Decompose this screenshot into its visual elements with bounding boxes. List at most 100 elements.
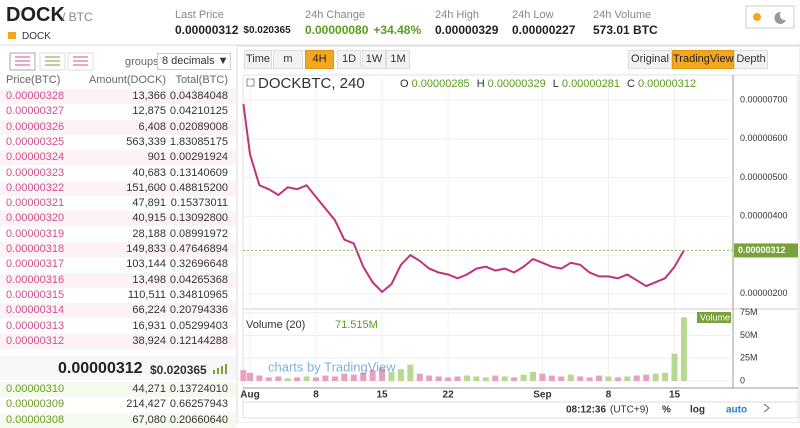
interval-button[interactable]: 4H <box>305 50 334 69</box>
order-price: 0.00000328 <box>6 90 65 102</box>
volume-bar <box>294 377 301 381</box>
order-cell: 44,271 <box>132 383 166 395</box>
volume-bar <box>275 376 282 381</box>
x-tick-label: 8 <box>606 390 612 401</box>
ohlc-value: 0.00000281 <box>562 78 620 90</box>
stat-value: 0.00000227 <box>512 23 576 37</box>
order-cell: 0.13140609 <box>169 166 228 179</box>
order-cell: 0.66257943 <box>169 398 228 411</box>
last-price-box <box>734 243 798 258</box>
price-line <box>242 103 685 294</box>
order-cell: 0.20660640 <box>169 413 228 426</box>
volume-bar <box>539 373 546 381</box>
ask-row[interactable]: 0.00000314 66,224 0.20794336 <box>0 303 236 319</box>
order-cell: 28,188 <box>132 227 166 240</box>
interval-button[interactable]: 1D <box>337 50 361 69</box>
volume-bar <box>350 374 357 381</box>
stat-value: 0.00000312 <box>175 23 239 37</box>
volume-bar <box>445 377 452 381</box>
ask-row[interactable]: 0.00000313 16,931 0.05299403 <box>0 318 236 334</box>
volume-bar <box>624 376 631 381</box>
collapse-icon[interactable] <box>246 78 255 87</box>
interval-button[interactable]: Time <box>244 50 272 69</box>
order-cell: 12,875 <box>132 105 166 118</box>
ask-row[interactable]: 0.00000316 13,498 0.04265368 <box>0 272 236 288</box>
order-cell: 1.83085175 <box>169 135 228 148</box>
ask-row[interactable]: 0.00000318 149,833 0.47646894 <box>0 242 236 257</box>
order-price: 0.00000323 <box>6 166 65 179</box>
decimals-select[interactable]: 8 decimals ▼ <box>157 53 231 70</box>
order-cell: 0.32696648 <box>169 258 228 271</box>
volume-tag-box <box>697 312 731 323</box>
ask-row[interactable]: 0.00000323 40,683 0.13140609 <box>0 165 236 181</box>
symbol: DOCK <box>6 4 65 26</box>
order-cell: 0.48815200 <box>169 181 228 194</box>
order-cell: 47,891 <box>132 197 166 210</box>
order-cell: 0.34810965 <box>169 288 228 301</box>
volume-bar <box>426 375 433 381</box>
column-header: Amount(DOCK) <box>88 74 166 86</box>
volume-bar <box>240 370 247 381</box>
ask-row[interactable]: 0.00000319 28,188 0.08991972 <box>0 226 236 242</box>
order-price: 0.00000317 <box>6 258 65 271</box>
ask-row[interactable]: 0.00000328 13,366 0.04384048 <box>0 89 236 104</box>
bid-row[interactable]: 0.00000310 44,271 0.13724010 <box>0 382 236 397</box>
mid-price: 0.00000312 <box>58 360 143 377</box>
volume-bar <box>567 374 574 381</box>
volume-bar <box>596 375 603 381</box>
ask-row[interactable]: 0.00000326 6,408 0.02089008 <box>0 119 236 135</box>
volume-bar <box>586 377 593 381</box>
ask-row[interactable]: 0.00000315 110,511 0.34810965 <box>0 287 236 303</box>
ask-row[interactable]: 0.00000317 103,144 0.32696648 <box>0 257 236 273</box>
volume-bar <box>454 376 461 381</box>
order-price: 0.00000326 <box>6 120 65 133</box>
volume-bar <box>331 376 338 381</box>
stat-sub: +34.48% <box>373 23 422 37</box>
order-price: 0.00000316 <box>6 273 65 286</box>
view-button[interactable]: TradingView <box>672 50 734 69</box>
settings-icon[interactable] <box>763 403 770 413</box>
x-tick-label: Aug <box>240 390 259 401</box>
order-price: 0.00000312 <box>6 334 65 347</box>
y2-tick-label: 50M <box>740 330 758 340</box>
ask-row[interactable]: 0.00000321 47,891 0.15373011 <box>0 196 236 212</box>
mid-price-bg <box>0 356 236 380</box>
pair: / BTC <box>62 10 93 24</box>
interval-button[interactable]: m <box>273 50 303 69</box>
view-button[interactable]: Depth <box>734 50 768 69</box>
ask-row[interactable]: 0.00000325 563,339 1.83085175 <box>0 134 236 150</box>
bid-row[interactable]: 0.00000309 214,427 0.66257943 <box>0 397 236 413</box>
volume-bar <box>360 372 367 381</box>
coin-name: DOCK <box>22 31 51 42</box>
order-cell: 0.04265368 <box>169 273 228 286</box>
ask-row[interactable]: 0.00000320 40,915 0.13092800 <box>0 211 236 227</box>
ask-row[interactable]: 0.00000324 901 0.00291924 <box>0 150 236 166</box>
order-price: 0.00000321 <box>6 197 65 210</box>
x-tick-label: 8 <box>313 390 319 401</box>
ohlc-key: L <box>553 78 559 90</box>
volume-bar <box>303 376 310 381</box>
order-cell: 0.04384048 <box>169 90 228 102</box>
ohlc-key: O <box>400 78 409 90</box>
volume-bar <box>671 353 678 381</box>
sun-icon <box>753 13 761 21</box>
view-button[interactable]: Original <box>628 50 672 69</box>
volume-bar <box>577 376 584 381</box>
interval-button[interactable]: 1M <box>386 50 410 69</box>
column-header: Total(BTC) <box>175 74 228 86</box>
order-cell: 6,408 <box>138 120 166 133</box>
stat-label: 24h Volume <box>593 9 652 21</box>
ask-row[interactable]: 0.00000322 151,600 0.48815200 <box>0 180 236 196</box>
y-tick-label: 0.00000200 <box>740 288 788 298</box>
order-cell: 67,080 <box>132 413 166 426</box>
bid-row[interactable]: 0.00000308 67,080 0.20660640 <box>0 412 236 428</box>
ask-row[interactable]: 0.00000327 12,875 0.04210125 <box>0 104 236 120</box>
interval-button[interactable]: 1W <box>362 50 386 69</box>
ohlc-value: 0.00000285 <box>412 78 470 90</box>
ask-row[interactable]: 0.00000312 38,924 0.12144288 <box>0 333 236 349</box>
y-tick-label: 0.00000600 <box>740 133 788 143</box>
footer-percent[interactable]: % <box>662 405 671 416</box>
volume-bar <box>416 373 423 381</box>
